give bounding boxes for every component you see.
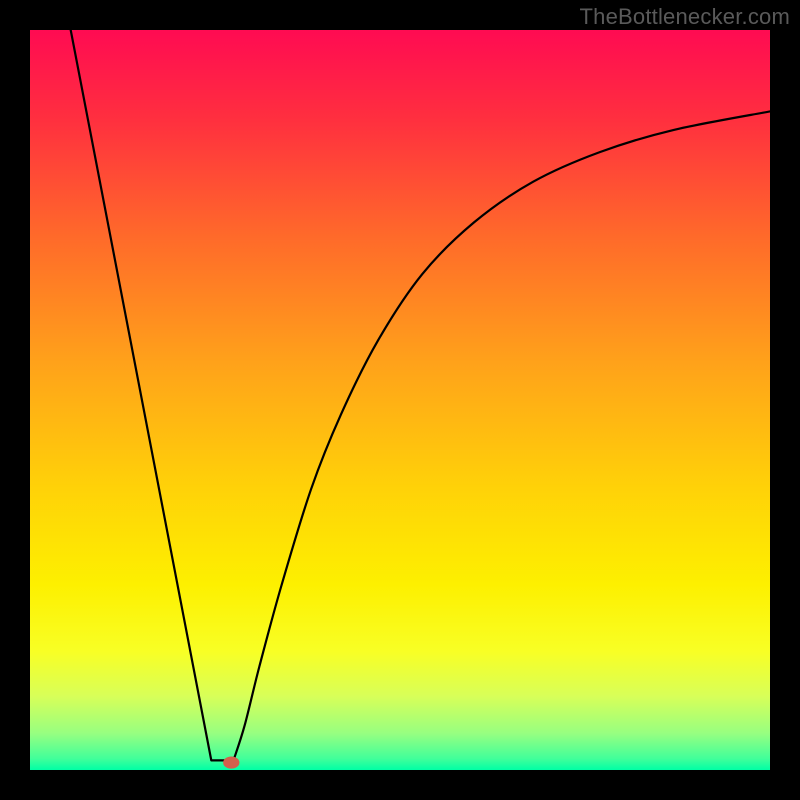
chart-svg bbox=[30, 30, 770, 770]
watermark-text: TheBottlenecker.com bbox=[580, 4, 790, 30]
bottleneck-chart: TheBottlenecker.com bbox=[0, 0, 800, 800]
optimal-point-marker bbox=[223, 757, 239, 769]
plot-area bbox=[30, 30, 770, 770]
